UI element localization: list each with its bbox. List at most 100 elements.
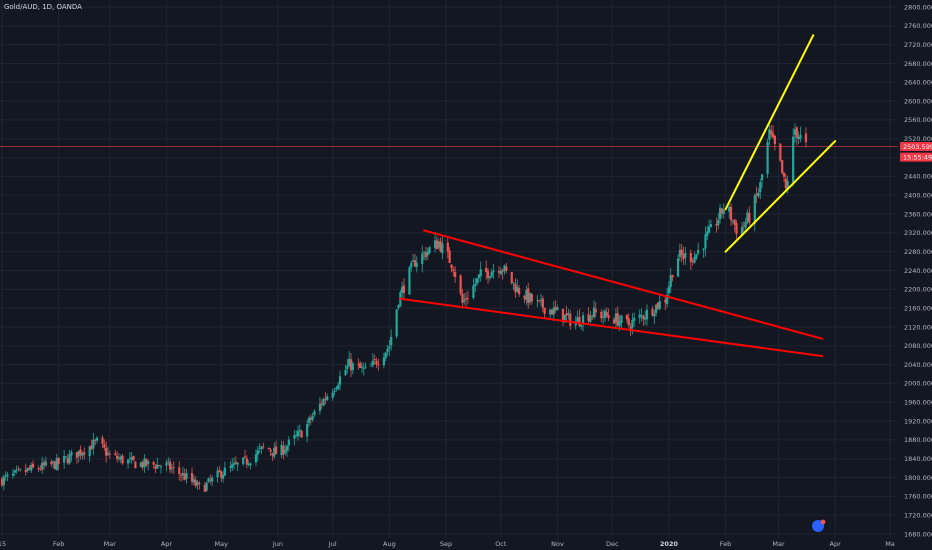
candle	[326, 393, 329, 402]
candle-body	[594, 309, 597, 313]
candle-body	[658, 301, 661, 310]
candle	[298, 424, 301, 438]
candle	[134, 461, 137, 469]
candle-body	[116, 455, 119, 459]
candle-body	[15, 469, 18, 471]
tradingview-badge[interactable]	[812, 519, 826, 532]
candle	[422, 250, 426, 261]
candle	[678, 243, 681, 262]
candle-body	[271, 453, 274, 456]
candle-body	[39, 468, 42, 470]
y-tick-label: 2680.000	[904, 60, 932, 68]
candle-body	[298, 430, 301, 432]
candle	[19, 468, 22, 472]
candle	[517, 285, 521, 297]
trendline-wedge-upper[interactable]	[423, 229, 824, 340]
candles	[0, 123, 808, 493]
candle	[44, 456, 47, 468]
candle-body	[693, 256, 696, 263]
candle	[346, 359, 349, 374]
candle	[296, 425, 300, 441]
candle	[474, 277, 477, 292]
candle-body	[152, 462, 155, 465]
trendline-channel-upper[interactable]	[724, 34, 815, 211]
candle	[236, 461, 239, 471]
candle	[165, 459, 168, 472]
candle-body	[132, 455, 135, 461]
candle-body	[492, 270, 495, 273]
candle-body	[676, 258, 680, 277]
candle	[607, 308, 610, 321]
candle-body	[415, 262, 418, 267]
candle-body	[603, 310, 607, 319]
candle-body	[306, 423, 309, 437]
candle	[753, 193, 756, 232]
candle-body	[218, 470, 221, 473]
candle	[293, 429, 296, 446]
price-axis[interactable]: 1680.000 1720.000 1760.000 1800.000 1840.000…	[904, 3, 932, 538]
candle	[223, 461, 227, 476]
candle-body	[203, 484, 206, 492]
candle-body	[209, 479, 212, 481]
time-axis[interactable]: 15 Feb Mar Apr May Jun Jul Aug Sep Oct Nov Dec 2020 F…	[0, 540, 895, 548]
candle-body	[421, 253, 424, 264]
candle	[561, 308, 565, 327]
candle	[178, 461, 181, 481]
candle-body	[220, 471, 223, 478]
trendline-channel-lower[interactable]	[724, 140, 837, 253]
candle	[587, 307, 590, 325]
candle	[158, 464, 161, 467]
candle-body	[320, 403, 323, 405]
candle	[554, 300, 557, 313]
candle-body	[695, 254, 698, 259]
candle	[616, 306, 619, 327]
candle-body	[245, 458, 248, 465]
candle-body	[757, 192, 760, 197]
candle-body	[258, 448, 261, 449]
candle	[565, 306, 568, 322]
candle-body	[128, 458, 132, 460]
y-tick-label: 2080.000	[904, 342, 932, 350]
candle	[691, 258, 694, 266]
candle-body	[554, 306, 557, 310]
candle	[369, 362, 373, 367]
candle	[784, 173, 787, 191]
symbol-title[interactable]: Gold/AUD, 1D, OANDA	[4, 3, 82, 11]
candle-body	[729, 206, 733, 221]
candle	[410, 260, 413, 272]
x-tick-label: 15	[0, 540, 6, 548]
candle-body	[793, 129, 797, 135]
y-tick-label: 2000.000	[904, 380, 932, 388]
candle-body	[359, 363, 362, 368]
candle	[605, 307, 608, 318]
candle	[274, 441, 278, 455]
y-tick-label: 1680.000	[904, 530, 932, 538]
candle	[11, 469, 15, 479]
candle	[216, 466, 219, 483]
candle	[269, 448, 272, 457]
candle-body	[282, 445, 285, 455]
trendlines[interactable]	[399, 34, 837, 358]
candle	[428, 245, 431, 255]
candle	[273, 442, 276, 459]
candle	[627, 313, 630, 328]
trendline-wedge-lower[interactable]	[399, 297, 824, 358]
candle-body	[709, 224, 713, 228]
candle-body	[578, 316, 581, 326]
candle-body	[517, 288, 521, 295]
candle-body	[6, 474, 9, 477]
candle	[357, 358, 360, 370]
candle-body	[158, 465, 161, 467]
candle-body	[715, 224, 718, 226]
y-tick-label: 2760.000	[904, 22, 932, 30]
candle-body	[428, 247, 431, 254]
candle	[541, 295, 544, 313]
candle-body	[351, 363, 354, 371]
candle	[581, 312, 585, 332]
candle-body	[70, 451, 73, 456]
candle	[256, 446, 259, 462]
candle-body	[318, 403, 322, 411]
candle-body	[375, 360, 378, 365]
